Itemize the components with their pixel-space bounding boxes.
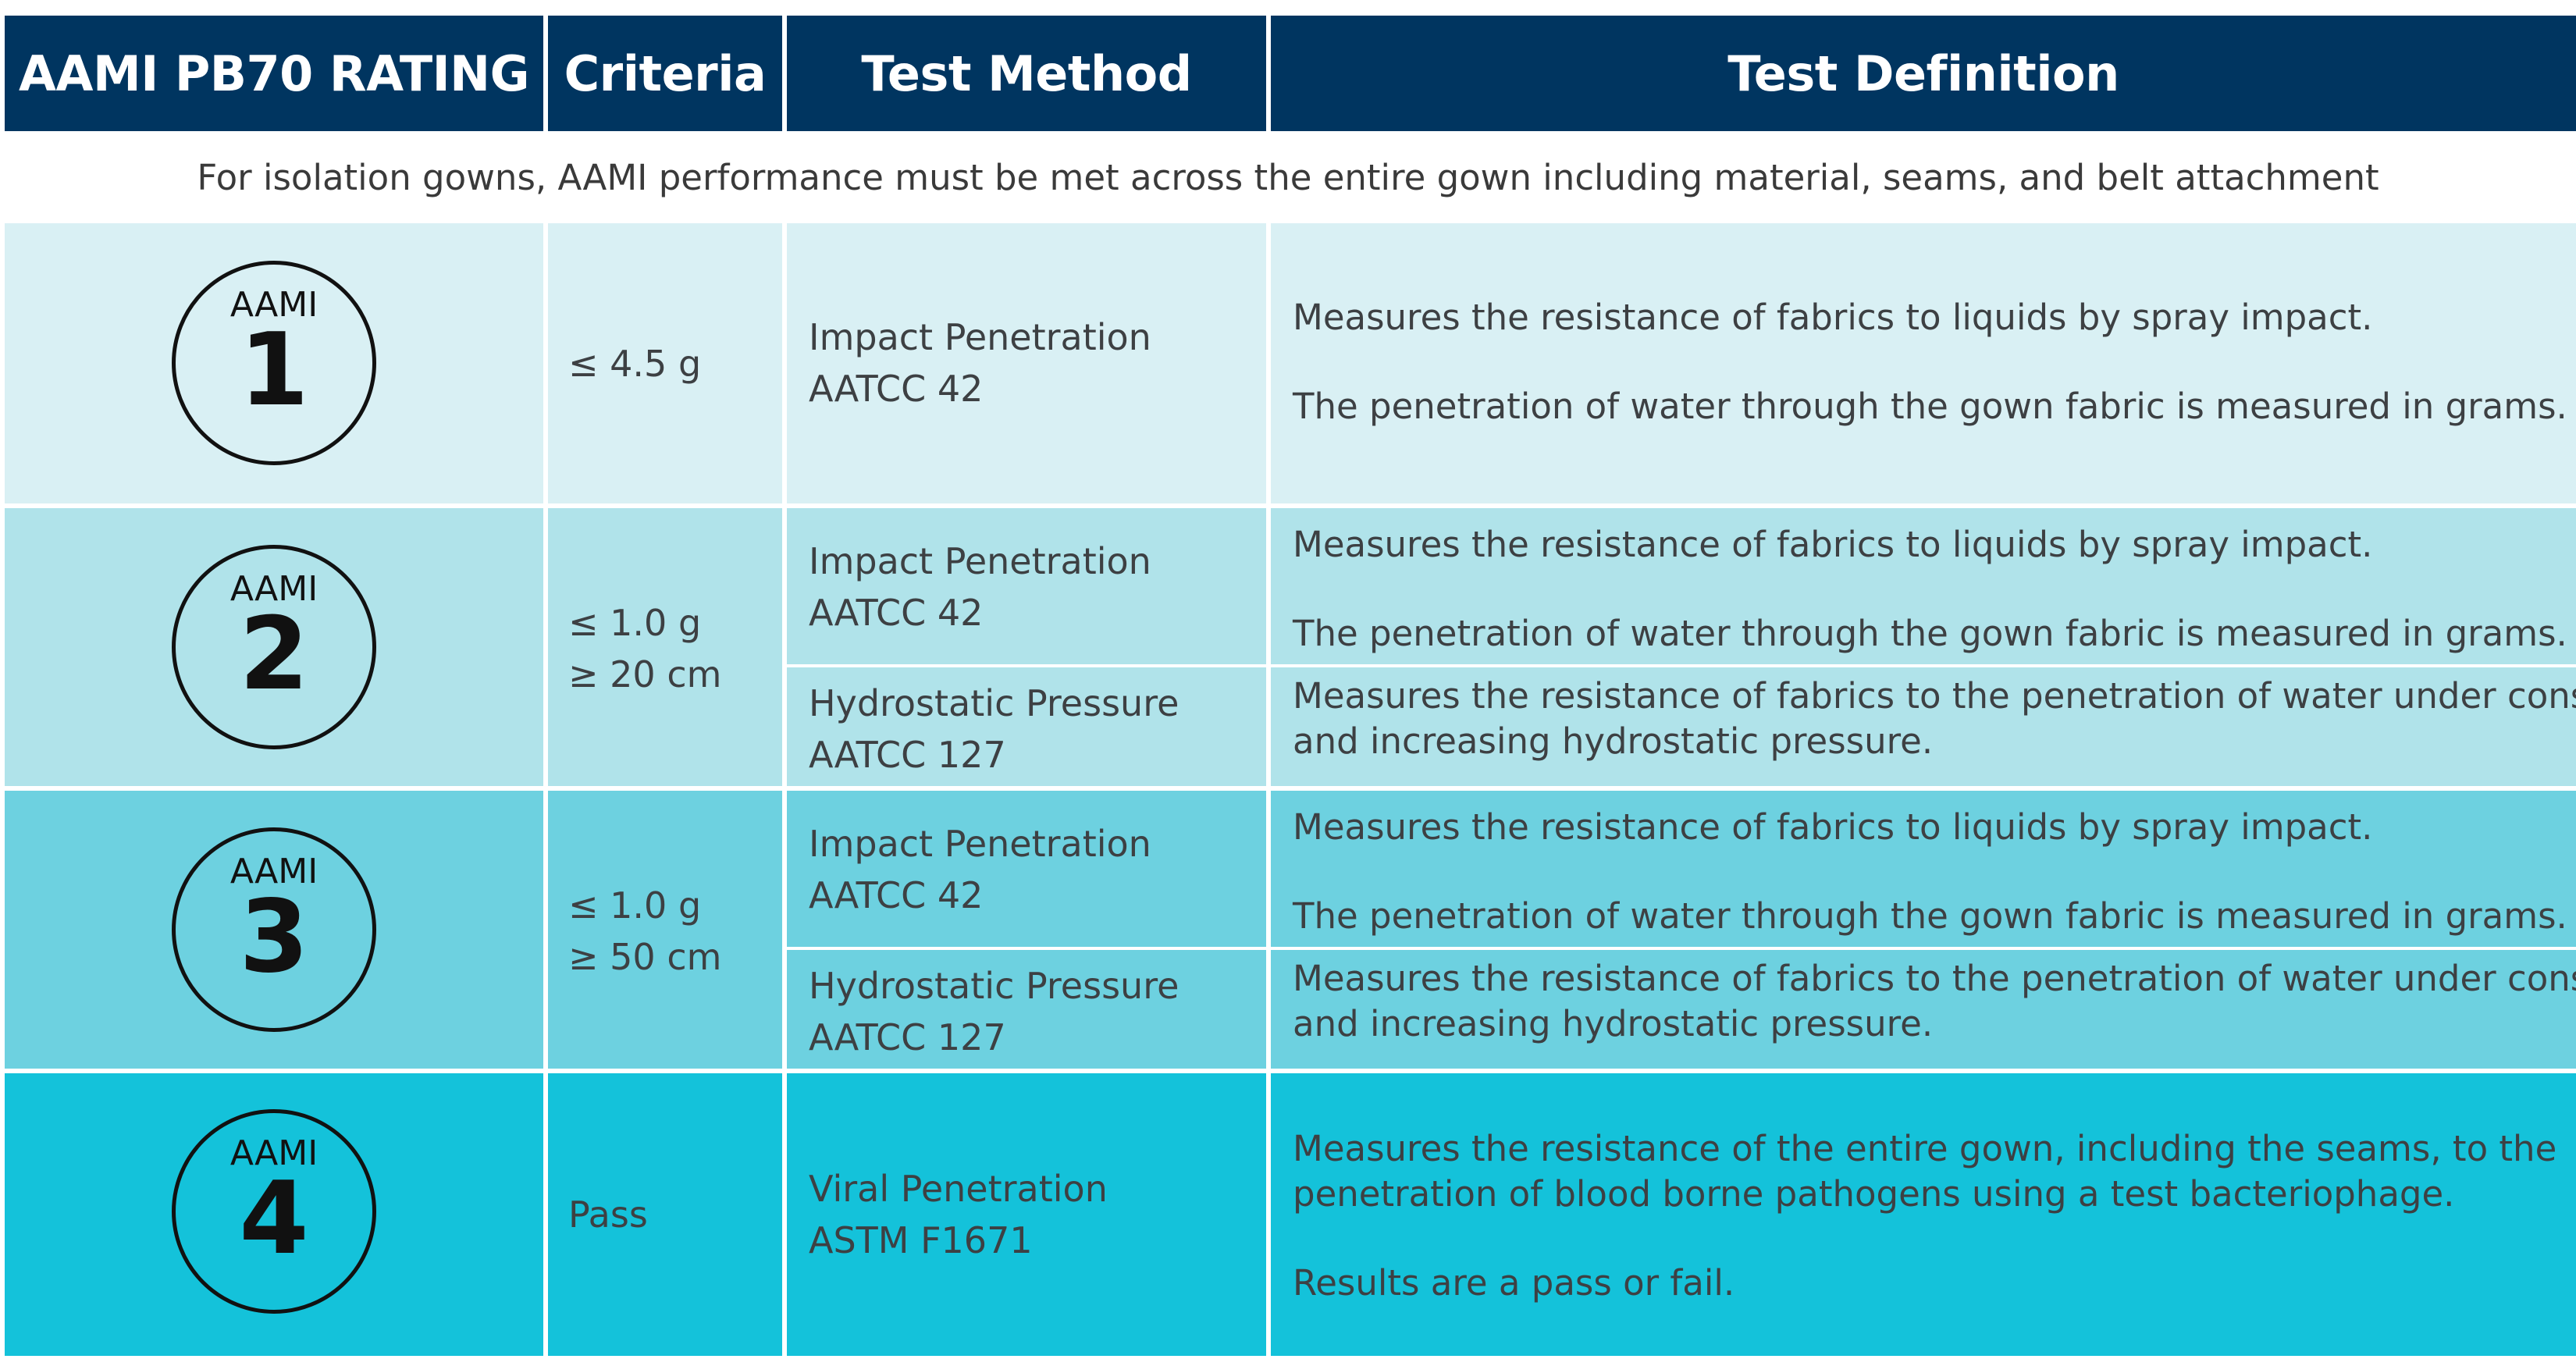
level-4-definition-cell: Measures the resistance of the entire go… [1271, 1073, 2576, 1356]
test-definition-line: Measures the resistance of fabrics to th… [1293, 675, 2576, 717]
level-4-criteria-cell: Pass [548, 1073, 782, 1356]
badge-label: AAMI [229, 569, 318, 609]
test-method-name: Impact Penetration [809, 540, 1151, 582]
level-3-rating-cell: AAMI 3 [5, 791, 543, 1069]
level-1-definition-cell: Measures the resistance of fabrics to li… [1271, 223, 2576, 503]
test-method-name: Viral Penetration [809, 1168, 1108, 1210]
level-3-criteria-cell: ≤ 1.0 g ≥ 50 cm [548, 791, 782, 1069]
badge-number: 4 [239, 1161, 309, 1277]
level-1-criteria-cell: ≤ 4.5 g [548, 223, 782, 503]
badge-number: 3 [239, 879, 309, 995]
test-method-name: Impact Penetration [809, 316, 1151, 358]
level-1-method-cell: Impact Penetration AATCC 42 [787, 223, 1266, 503]
criteria-value: ≥ 50 cm [568, 936, 722, 978]
table-header: AAMI PB70 RATING Criteria Test Method Te… [5, 16, 2576, 131]
level-3-definition-cell-hydrostatic: Measures the resistance of fabrics to th… [1271, 950, 2576, 1069]
test-method-name: Hydrostatic Pressure [809, 682, 1179, 724]
badge-label: AAMI [229, 852, 318, 891]
test-definition-line: Measures the resistance of fabrics to li… [1293, 297, 2373, 338]
aami-level-1-badge: AAMI 1 [172, 261, 376, 465]
level-2-definition-cell-hydrostatic: Measures the resistance of fabrics to th… [1271, 667, 2576, 786]
level-3-method-cell-hydrostatic: Hydrostatic Pressure AATCC 127 [787, 950, 1266, 1069]
test-method-standard: AATCC 127 [809, 734, 1006, 776]
test-method-standard: AATCC 42 [809, 592, 984, 634]
test-method-name: Hydrostatic Pressure [809, 965, 1179, 1007]
level-3-row: AAMI 3 ≤ 1.0 g ≥ 50 cm Impact Penetratio… [5, 791, 2576, 1069]
test-definition-line: penetration of blood borne pathogens usi… [1293, 1173, 2455, 1215]
level-2-method-cell-hydrostatic: Hydrostatic Pressure AATCC 127 [787, 667, 1266, 786]
header-rating: AAMI PB70 RATING [5, 16, 543, 131]
test-definition-line: Measures the resistance of fabrics to li… [1293, 806, 2373, 848]
level-4-method-cell: Viral Penetration ASTM F1671 [787, 1073, 1266, 1356]
level-2-criteria-cell: ≤ 1.0 g ≥ 20 cm [548, 508, 782, 786]
test-method-name: Impact Penetration [809, 823, 1151, 865]
test-definition-line: Results are a pass or fail. [1293, 1262, 1735, 1304]
criteria-value: ≤ 1.0 g [568, 602, 702, 644]
level-2-definition-cell-impact: Measures the resistance of fabrics to li… [1271, 508, 2576, 664]
test-definition-line: Measures the resistance of the entire go… [1293, 1128, 2557, 1169]
test-method-standard: AATCC 42 [809, 368, 984, 410]
level-1-row: AAMI 1 ≤ 4.5 g Impact Penetration AATCC … [5, 223, 2576, 503]
test-definition-line: and increasing hydrostatic pressure. [1293, 1003, 1934, 1044]
header-test-method: Test Method [787, 16, 1266, 131]
test-definition-line: and increasing hydrostatic pressure. [1293, 720, 1934, 762]
badge-number: 1 [239, 312, 309, 429]
test-method-standard: AATCC 127 [809, 1016, 1006, 1058]
header-test-definition: Test Definition [1271, 16, 2576, 131]
level-3-method-cell-impact: Impact Penetration AATCC 42 [787, 791, 1266, 947]
aami-level-3-badge: AAMI 3 [172, 827, 376, 1032]
aami-level-2-badge: AAMI 2 [172, 545, 376, 749]
test-method-standard: ASTM F1671 [809, 1219, 1033, 1261]
level-2-rating-cell: AAMI 2 [5, 508, 543, 786]
header-criteria: Criteria [548, 16, 782, 131]
test-definition-line: The penetration of water through the gow… [1293, 895, 2567, 937]
criteria-value: ≤ 1.0 g [568, 884, 702, 927]
level-2-row: AAMI 2 ≤ 1.0 g ≥ 20 cm Impact Penetratio… [5, 508, 2576, 786]
badge-label: AAMI [229, 285, 318, 325]
badge-number: 2 [239, 596, 309, 713]
level-1-rating-cell: AAMI 1 [5, 223, 543, 503]
criteria-value: ≥ 20 cm [568, 653, 722, 695]
aami-level-4-badge: AAMI 4 [172, 1109, 376, 1314]
test-definition-line: Measures the resistance of fabrics to li… [1293, 524, 2373, 565]
level-2-method-cell-impact: Impact Penetration AATCC 42 [787, 508, 1266, 664]
test-method-standard: AATCC 42 [809, 874, 984, 916]
criteria-value: ≤ 4.5 g [568, 343, 702, 385]
test-definition-line: Measures the resistance of fabrics to th… [1293, 958, 2576, 999]
level-4-row: AAMI 4 Pass Viral Penetration ASTM F1671… [5, 1073, 2576, 1356]
level-4-rating-cell: AAMI 4 [5, 1073, 543, 1356]
criteria-value: Pass [568, 1193, 648, 1236]
test-definition-line: The penetration of water through the gow… [1293, 386, 2567, 427]
level-3-definition-cell-impact: Measures the resistance of fabrics to li… [1271, 791, 2576, 947]
isolation-gown-note: For isolation gowns, AAMI performance mu… [197, 156, 2379, 198]
badge-label: AAMI [229, 1133, 318, 1173]
test-definition-line: The penetration of water through the gow… [1293, 613, 2567, 654]
